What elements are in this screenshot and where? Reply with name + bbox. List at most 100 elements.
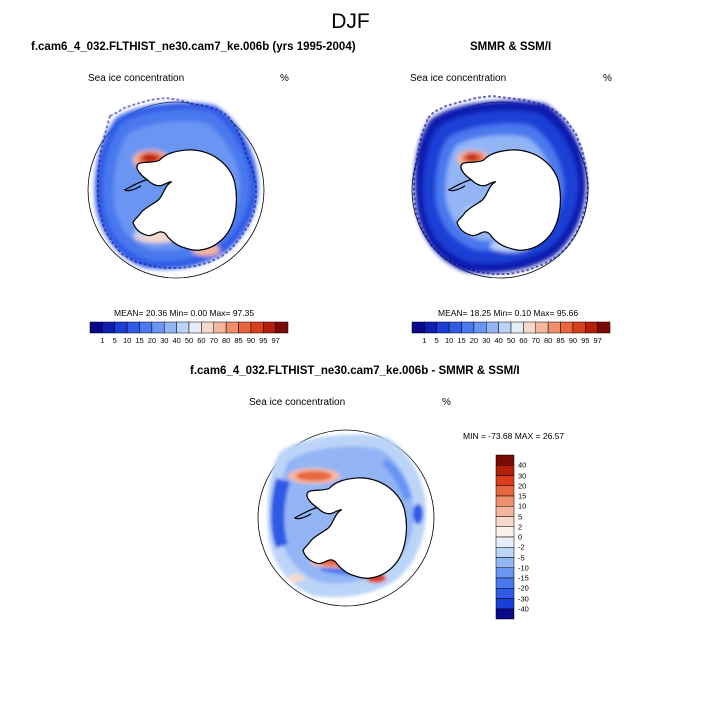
obs-colorbar-box — [448, 321, 462, 334]
obs-colorbar-tick-label: 90 — [568, 336, 578, 345]
obs-colorbar-tick-label: 15 — [457, 336, 466, 345]
obs-stats: MEAN= 18.25 Min= 0.10 Max= 95.66 — [438, 308, 579, 318]
model-colorbar-tick-label: 50 — [184, 336, 194, 345]
diff-unit-label: % — [442, 397, 451, 408]
model-colorbar-tick-label: 30 — [160, 336, 169, 345]
model-colorbar-tick-label: 40 — [172, 336, 181, 345]
diff-colorbar-tick-label: 10 — [518, 501, 527, 511]
model-panel-title: f.cam6_4_032.FLTHIST_ne30.cam7_ke.006b (… — [31, 41, 356, 53]
diff-colorbar-tick-label: -2 — [518, 542, 525, 552]
model-variable-label: Sea ice concentration — [88, 73, 185, 84]
model-colorbar-tick-label: 60 — [197, 336, 206, 345]
model-colorbar-box — [151, 321, 165, 334]
diff-colorbar-tick-label: -10 — [518, 563, 529, 573]
obs-map — [411, 94, 590, 279]
model-map — [87, 96, 265, 279]
model-colorbar-tick-label: 20 — [147, 336, 157, 345]
model-colorbar-tick-label: 1 — [100, 336, 105, 345]
model-colorbar-box — [89, 321, 103, 334]
obs-colorbar-box — [560, 321, 574, 334]
diff-colorbar-tick-label: 40 — [518, 460, 527, 470]
model-colorbar-tick-label: 10 — [122, 336, 132, 345]
obs-colorbar-box — [547, 321, 561, 334]
model-colorbar-box — [213, 321, 227, 334]
obs-colorbar-box — [523, 321, 536, 334]
obs-colorbar-tick-label: 85 — [556, 336, 565, 345]
obs-colorbar-box — [461, 321, 475, 334]
page-title: DJF — [331, 10, 370, 33]
obs-colorbar-tick-label: 40 — [494, 336, 503, 345]
model-colorbar-box — [250, 321, 264, 334]
obs-unit-label: % — [603, 73, 612, 84]
obs-colorbar-tick-label: 60 — [519, 336, 528, 345]
diff-colorbar-box — [495, 495, 515, 507]
diff-colorbar-tick-label: -40 — [518, 604, 529, 614]
diff-colorbar-tick-label: 20 — [518, 481, 527, 491]
model-colorbar-box — [102, 321, 115, 334]
obs-colorbar-box — [498, 321, 512, 334]
diff-colorbar-tick-label: 30 — [518, 471, 527, 480]
diff-colorbar-box — [495, 536, 515, 548]
obs-colorbar-box — [597, 321, 611, 334]
obs-colorbar-box — [486, 321, 499, 334]
model-colorbar-tick-label: 70 — [209, 336, 218, 345]
diff-colorbar-tick-label: 5 — [518, 512, 523, 521]
model-colorbar-box — [164, 321, 177, 334]
model-colorbar-box — [188, 321, 202, 334]
obs-colorbar-tick-label: 80 — [543, 336, 553, 345]
diff-colorbar-box — [495, 516, 515, 527]
model-colorbar-box — [114, 321, 128, 334]
diff-colorbar-box — [495, 454, 515, 466]
model-colorbar-box — [126, 321, 140, 334]
obs-colorbar-box — [585, 321, 598, 334]
model-colorbar-tick-label: 95 — [259, 336, 268, 345]
model-colorbar-box — [238, 321, 252, 334]
obs-colorbar-tick-label: 50 — [506, 336, 516, 345]
model-colorbar-box — [275, 321, 289, 334]
diff-colorbar-tick-label: -5 — [518, 553, 525, 562]
model-colorbar-box — [201, 321, 214, 334]
model-colorbar-tick-label: 15 — [135, 336, 144, 345]
diff-colorbar-box — [495, 465, 515, 476]
model-colorbar-box — [263, 321, 276, 334]
diff-panel-title: f.cam6_4_032.FLTHIST_ne30.cam7_ke.006b -… — [190, 365, 520, 377]
obs-colorbar-tick-label: 20 — [469, 336, 479, 345]
obs-colorbar-tick-label: 95 — [581, 336, 590, 345]
model-colorbar-box — [225, 321, 239, 334]
obs-colorbar-tick-label: 70 — [531, 336, 540, 345]
model-colorbar-tick-label: 80 — [221, 336, 231, 345]
diff-colorbar-tick-label: -30 — [518, 594, 529, 603]
obs-colorbar-box — [535, 321, 549, 334]
model-colorbar-box — [139, 321, 153, 334]
diff-colorbar-box — [495, 557, 515, 568]
obs-colorbar-tick-label: 97 — [593, 336, 602, 345]
model-stats: MEAN= 20.36 Min= 0.00 Max= 97.35 — [114, 308, 255, 318]
model-colorbar — [89, 321, 289, 334]
obs-colorbar-box — [510, 321, 524, 334]
diff-variable-label: Sea ice concentration — [249, 397, 346, 408]
obs-colorbar-tick-label: 10 — [444, 336, 454, 345]
diff-colorbar-box — [495, 547, 515, 558]
diff-colorbar-tick-label: -20 — [518, 583, 529, 593]
model-unit-label: % — [280, 73, 289, 84]
obs-colorbar — [411, 321, 611, 334]
diff-colorbar-box — [495, 598, 515, 609]
model-colorbar-tick-label: 90 — [246, 336, 256, 345]
diff-colorbar-box — [495, 577, 515, 589]
obs-colorbar-tick-label: 5 — [434, 336, 439, 345]
diff-colorbar-box — [495, 588, 515, 599]
obs-panel-title: SMMR & SSM/I — [470, 41, 552, 53]
model-colorbar-tick-label: 85 — [234, 336, 243, 345]
diff-colorbar — [495, 454, 515, 620]
model-colorbar-tick-label: 97 — [271, 336, 280, 345]
diff-colorbar-box — [495, 475, 515, 486]
obs-colorbar-box — [572, 321, 586, 334]
model-colorbar-box — [176, 321, 190, 334]
diff-stats: MIN = -73.68 MAX = 26.57 — [463, 431, 565, 441]
diff-colorbar-tick-label: 15 — [518, 491, 527, 501]
diff-colorbar-box — [495, 567, 515, 579]
obs-colorbar-tick-label: 1 — [422, 336, 427, 345]
diff-map — [257, 429, 435, 607]
diff-colorbar-box — [495, 526, 515, 538]
